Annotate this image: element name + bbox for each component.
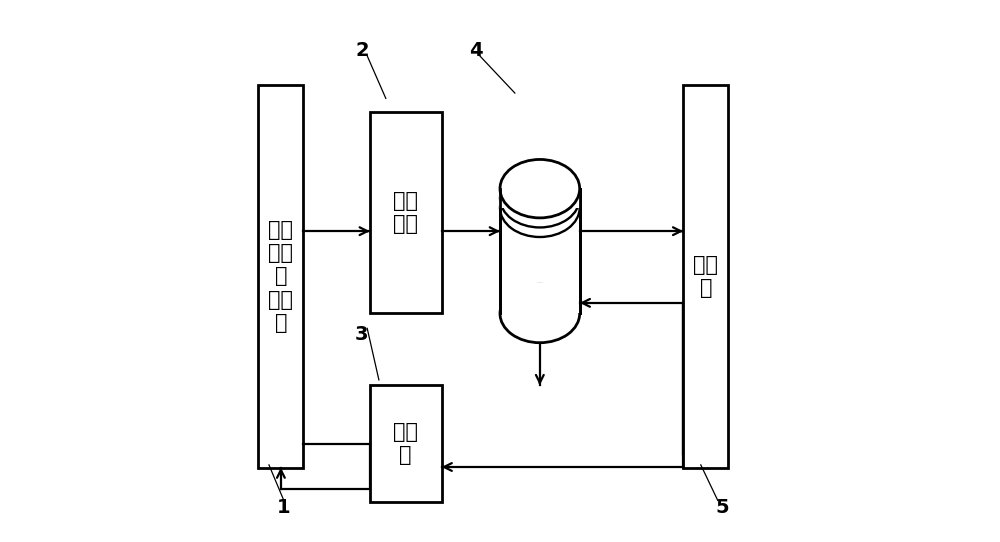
Bar — [370, 112, 442, 313]
Ellipse shape — [500, 284, 580, 343]
Text: 1: 1 — [277, 498, 291, 517]
Text: 内部
热耦
合
精馏
塔: 内部 热耦 合 精馏 塔 — [268, 220, 293, 333]
Bar — [683, 85, 728, 468]
Bar — [499, 176, 581, 208]
Bar — [500, 189, 580, 313]
Bar — [370, 385, 442, 502]
Text: 智能
仪表: 智能 仪表 — [393, 191, 418, 234]
Text: 2: 2 — [355, 41, 369, 60]
Text: 控制
站: 控制 站 — [393, 422, 418, 465]
Text: 3: 3 — [355, 325, 369, 344]
Text: 上位
机: 上位 机 — [693, 255, 718, 298]
Text: 数据存储
装置: 数据存储 装置 — [516, 241, 563, 282]
Bar — [258, 85, 303, 468]
Ellipse shape — [500, 159, 580, 218]
Bar — [499, 283, 581, 313]
Text: 4: 4 — [469, 41, 483, 60]
Text: 5: 5 — [715, 498, 729, 517]
Bar — [499, 166, 581, 198]
